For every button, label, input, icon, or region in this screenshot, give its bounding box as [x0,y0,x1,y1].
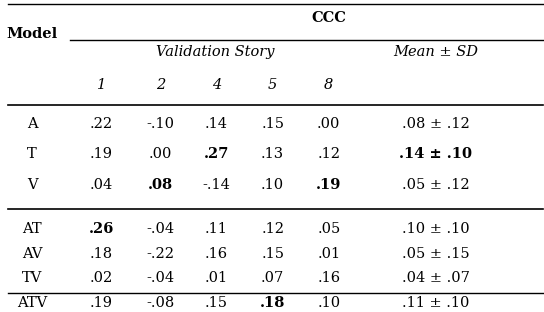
Text: .18: .18 [260,296,286,310]
Text: .15: .15 [261,117,284,131]
Text: .18: .18 [90,247,113,261]
Text: .26: .26 [89,222,114,236]
Text: .10: .10 [261,178,284,192]
Text: .07: .07 [261,271,285,285]
Text: .14 ± .10: .14 ± .10 [399,147,472,161]
Text: .05 ± .15: .05 ± .15 [402,247,469,261]
Text: A: A [27,117,38,131]
Text: .02: .02 [90,271,113,285]
Text: T: T [27,147,37,161]
Text: -.10: -.10 [146,117,175,131]
Text: -.14: -.14 [202,178,231,192]
Text: AV: AV [22,247,42,261]
Text: .00: .00 [149,147,172,161]
Text: .19: .19 [90,296,113,310]
Text: 4: 4 [212,79,221,92]
Text: -.08: -.08 [146,296,175,310]
Text: .05: .05 [317,222,341,236]
Text: .10: .10 [317,296,341,310]
Text: 8: 8 [324,79,333,92]
Text: .16: .16 [317,271,341,285]
Text: .04: .04 [90,178,113,192]
Text: .16: .16 [205,247,228,261]
Text: .12: .12 [261,222,284,236]
Text: .01: .01 [205,271,228,285]
Text: .11 ± .10: .11 ± .10 [402,296,469,310]
Text: .08: .08 [148,178,173,192]
Text: .15: .15 [261,247,284,261]
Text: 5: 5 [268,79,277,92]
Text: .27: .27 [204,147,229,161]
Text: Mean ± SD: Mean ± SD [393,45,478,59]
Text: .15: .15 [205,296,228,310]
Text: 1: 1 [97,79,106,92]
Text: .08 ± .12: .08 ± .12 [402,117,469,131]
Text: .01: .01 [317,247,341,261]
Text: .10 ± .10: .10 ± .10 [402,222,469,236]
Text: .13: .13 [261,147,284,161]
Text: TV: TV [22,271,42,285]
Text: Model: Model [7,27,58,41]
Text: .04 ± .07: .04 ± .07 [402,271,469,285]
Text: .19: .19 [90,147,113,161]
Text: .14: .14 [205,117,228,131]
Text: 2: 2 [156,79,165,92]
Text: .00: .00 [317,117,341,131]
Text: .05 ± .12: .05 ± .12 [402,178,469,192]
Text: .12: .12 [317,147,341,161]
Text: -.04: -.04 [146,222,175,236]
Text: CCC: CCC [311,11,346,25]
Text: ATV: ATV [17,296,47,310]
Text: .22: .22 [90,117,113,131]
Text: AT: AT [22,222,42,236]
Text: Validation Story: Validation Story [156,45,274,59]
Text: .19: .19 [316,178,342,192]
Text: V: V [27,178,38,192]
Text: -.22: -.22 [146,247,175,261]
Text: .11: .11 [205,222,228,236]
Text: -.04: -.04 [146,271,175,285]
